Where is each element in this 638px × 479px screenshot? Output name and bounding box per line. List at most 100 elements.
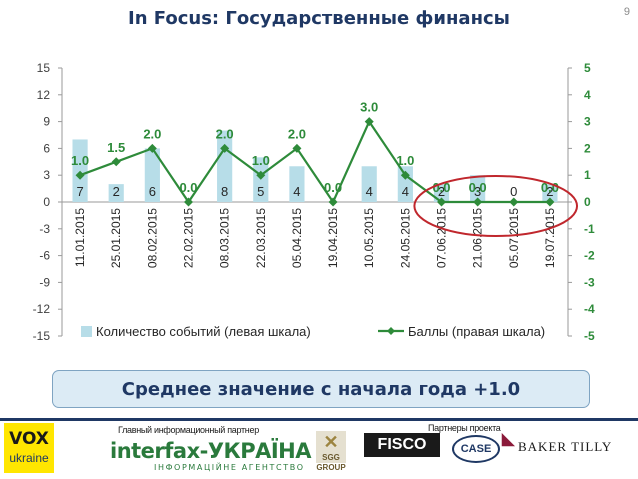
vox-logo-line2: ukraine	[9, 451, 49, 465]
right-tick-label: -2	[584, 249, 595, 263]
right-tick-label: -5	[584, 329, 595, 343]
bar	[361, 166, 377, 202]
line-point	[509, 197, 519, 207]
left-tick-label: 12	[37, 88, 51, 102]
main-partner-label: Главный информационный партнер	[118, 425, 259, 435]
legend-line-label: Баллы (правая шкала)	[408, 324, 545, 339]
line-series: 1.0 1.5 2.0 0.0 2.0 1.0 2.0 0.0 3.0 1.0 0.0 0.0 0.0	[71, 100, 559, 207]
x-tick-label: 05.07.2015	[507, 208, 521, 268]
bar-value-label: 7	[76, 184, 83, 199]
bar	[108, 184, 124, 202]
bar	[144, 148, 160, 202]
page-title: In Focus: Государственные финансы	[128, 8, 510, 29]
bar-value-label: 3	[474, 184, 481, 199]
line-point	[184, 197, 193, 207]
x-tick-label: 25.01.2015	[109, 208, 123, 268]
sgg-emblem-icon: ✕	[323, 432, 339, 452]
page-number: 9	[623, 6, 630, 18]
line-point	[328, 197, 338, 207]
line-value-label: 0.0	[432, 180, 450, 195]
right-tick-label: 3	[584, 115, 591, 129]
line-value-label: 2.0	[288, 126, 306, 141]
x-tick-label: 11.01.2015	[73, 208, 87, 267]
line-point	[473, 197, 483, 207]
bar	[433, 184, 450, 202]
right-tick-label: 4	[584, 88, 591, 102]
line-value-label: 1.5	[107, 140, 125, 155]
line-value-label: 2.0	[143, 126, 161, 141]
right-axis: 5 4 3 2 1 0 -1 -2 -3 -4 -5	[567, 61, 595, 343]
right-tick-label: -3	[584, 275, 595, 289]
line-point	[256, 170, 266, 180]
sgg-group-logo: ✕ SGG GROUP	[316, 431, 346, 472]
average-summary-box: Среднее значение с начала года +1.0	[52, 370, 590, 408]
legend-bar-label: Количество событий (левая шкала)	[96, 324, 311, 339]
left-tick-label: -15	[33, 329, 51, 343]
right-tick-label: 2	[584, 141, 591, 155]
right-tick-label: -4	[584, 302, 595, 316]
left-tick-label: 0	[43, 195, 50, 209]
vox-logo-line1: VOX	[9, 429, 49, 449]
right-tick-label: -1	[584, 222, 595, 236]
x-tick-label: 08.02.2015	[145, 208, 159, 268]
highlight-ellipse	[413, 175, 579, 237]
line-path	[79, 119, 550, 205]
left-tick-label: 3	[43, 168, 50, 182]
x-axis-labels: 11.01.2015 25.01.2015 08.02.2015 22.02.2015…	[73, 208, 557, 268]
bar-value-label: 5	[257, 184, 264, 199]
bar-value-label: 8	[221, 184, 228, 199]
x-tick-label: 22.03.2015	[254, 208, 268, 268]
line-point	[400, 170, 410, 180]
line-value-label: 0.0	[541, 180, 559, 195]
vox-ukraine-logo: VOX ukraine	[4, 423, 54, 473]
line-point	[220, 143, 230, 153]
bar-value-label: 2	[438, 184, 445, 199]
bar	[289, 166, 305, 202]
footer: VOX ukraine Главный информационный партн…	[0, 421, 638, 479]
interfax-subtitle: ІНФОРМАЦІЙНЕ АГЕНТСТВО	[154, 463, 305, 472]
right-tick-label: 5	[584, 61, 591, 75]
x-tick-label: 24.05.2015	[398, 208, 412, 268]
left-tick-label: 6	[43, 141, 50, 155]
line-point	[147, 143, 157, 153]
sgg-logo-text: SGG GROUP	[316, 453, 346, 472]
x-tick-label: 08.03.2015	[218, 208, 232, 268]
x-tick-label: 05.04.2015	[290, 208, 304, 268]
case-logo: CASE	[452, 435, 500, 463]
left-tick-label: 9	[43, 115, 50, 129]
line-value-label: 3.0	[360, 100, 378, 115]
project-partners-label: Партнеры проекта	[428, 423, 501, 433]
left-tick-label: -3	[39, 222, 50, 236]
x-tick-label: 22.02.2015	[182, 208, 196, 268]
right-tick-label: 1	[584, 168, 591, 182]
line-point	[75, 170, 85, 180]
x-tick-label: 19.04.2015	[326, 208, 340, 268]
average-summary-text: Среднее значение с начала года +1.0	[121, 378, 521, 400]
left-tick-label: -6	[39, 249, 50, 263]
interfax-name: interfax-УКРАЇНА	[110, 439, 312, 463]
baker-tilly-logo: BAKER TILLY	[518, 439, 613, 454]
line-value-label: 0.0	[469, 180, 487, 195]
line-point	[111, 157, 121, 167]
line-value-label: 2.0	[216, 126, 234, 141]
baker-tilly-mark-icon: ◣	[502, 431, 515, 448]
footer-divider	[0, 418, 638, 421]
line-point	[292, 143, 302, 153]
left-tick-label: -12	[33, 302, 51, 316]
legend-line-marker	[387, 327, 395, 335]
left-tick-label: 15	[37, 61, 51, 75]
combo-chart: 15 12 9 6 3 0 -3 -6 -9 -12 -15 5 4 3 2 1 0 -1 -2 -3 -4 -5 7 2…	[33, 61, 595, 343]
legend: Количество событий (левая шкала) Баллы (п…	[81, 324, 545, 339]
x-tick-label: 21.06.2015	[471, 208, 485, 268]
x-tick-label: 07.06.2015	[435, 208, 449, 268]
bar-value-label: 0	[510, 184, 517, 199]
line-value-label: 1.0	[396, 153, 414, 168]
bar-value-label: 4	[366, 184, 373, 199]
bar-value-label: 6	[149, 184, 156, 199]
bar	[470, 175, 486, 202]
line-value-label: 1.0	[71, 153, 89, 168]
bar-value-label: 4	[293, 184, 300, 199]
line-value-label: 0.0	[324, 180, 342, 195]
left-tick-label: -9	[39, 275, 50, 289]
line-point	[437, 197, 446, 207]
